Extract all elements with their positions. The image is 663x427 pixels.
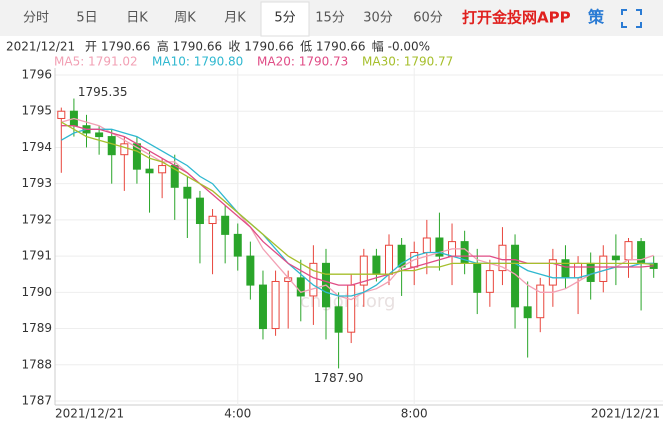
y-tick-label: 1790 xyxy=(21,285,52,299)
fullscreen-icon[interactable] xyxy=(621,9,642,28)
tab[interactable]: 5日 xyxy=(76,11,97,26)
candle-body xyxy=(95,132,104,138)
info-text: 幅 -0.00% xyxy=(372,39,430,54)
ma-line xyxy=(60,121,654,275)
tab[interactable]: 日K xyxy=(126,11,148,26)
y-tick-label: 1787 xyxy=(21,394,52,408)
legend-entry: MA30: 1790.77 xyxy=(362,55,453,69)
tab[interactable]: 分时 xyxy=(23,11,49,26)
strategy-button[interactable]: 策 xyxy=(587,8,605,27)
candle-body xyxy=(120,143,129,156)
tab[interactable]: 周K xyxy=(174,11,196,26)
candle-body xyxy=(586,262,595,282)
candle-body xyxy=(246,255,255,286)
candle-body xyxy=(221,215,230,235)
x-tick-label: 4:00 xyxy=(224,407,251,421)
candle-body xyxy=(599,255,608,282)
y-tick-label: 1796 xyxy=(21,68,52,82)
candle-body xyxy=(107,136,116,156)
candle-body xyxy=(511,244,520,308)
candle-body xyxy=(57,110,66,119)
candle-body xyxy=(195,197,204,225)
x-tick-label: 2021/12/21 xyxy=(591,407,660,421)
y-tick-label: 1795 xyxy=(21,104,52,118)
promo-link[interactable]: 打开金投网APP xyxy=(462,9,571,27)
legend-entry: MA5: 1791.02 xyxy=(54,55,138,69)
y-tick-label: 1788 xyxy=(21,357,52,371)
y-tick-label: 1791 xyxy=(21,249,52,263)
tab[interactable]: 30分 xyxy=(363,11,393,26)
candle-body xyxy=(359,255,368,286)
candle-body xyxy=(233,233,242,257)
tab[interactable]: 5分 xyxy=(274,11,295,26)
max-label: 1795.35 xyxy=(78,85,128,99)
x-tick-label: 2021/12/21 xyxy=(55,407,124,421)
info-text: 高 1790.66 xyxy=(157,39,222,54)
tab[interactable]: 60分 xyxy=(413,11,443,26)
tab-bar xyxy=(0,0,663,36)
tab[interactable]: 15分 xyxy=(315,11,345,26)
candle-body xyxy=(183,186,192,199)
candle-body xyxy=(372,255,381,275)
candle-body xyxy=(385,244,394,275)
ma-line xyxy=(60,128,654,297)
tab[interactable]: 月K xyxy=(224,11,246,26)
min-label: 1787.90 xyxy=(314,371,364,385)
y-tick-label: 1792 xyxy=(21,212,52,226)
info-text: 开 1790.66 xyxy=(85,40,150,54)
candle-body xyxy=(158,165,167,174)
candle-body xyxy=(258,284,267,330)
active-tab xyxy=(260,1,310,37)
candle-body xyxy=(624,241,633,261)
legend-entry: MA20: 1790.73 xyxy=(257,55,348,69)
candle-body xyxy=(271,280,280,330)
candle-body xyxy=(498,244,507,272)
candle-body xyxy=(334,306,343,333)
info-text: 收 1790.66 xyxy=(228,40,293,54)
y-tick-label: 1789 xyxy=(21,321,52,335)
candle-body xyxy=(208,215,217,225)
candle-body xyxy=(145,168,154,174)
candle-body xyxy=(548,259,557,286)
legend-entry: MA10: 1790.80 xyxy=(152,55,243,69)
info-text: 2021/12/21 xyxy=(6,40,75,54)
candle-body xyxy=(296,277,305,297)
candle-body xyxy=(485,270,494,293)
info-text: 低 1790.66 xyxy=(300,40,365,54)
candle-body xyxy=(561,259,570,279)
y-tick-label: 1793 xyxy=(21,176,52,190)
candle-body xyxy=(435,237,444,257)
candle-body xyxy=(611,255,620,261)
candle-body xyxy=(536,284,545,319)
y-tick-label: 1794 xyxy=(21,140,52,154)
candle-body xyxy=(473,262,482,293)
candle-body xyxy=(574,262,583,279)
candle-body xyxy=(309,262,318,297)
candle-body xyxy=(523,306,532,319)
candle-body xyxy=(422,237,431,253)
candle-body xyxy=(347,284,356,333)
x-tick-label: 8:00 xyxy=(401,407,428,421)
